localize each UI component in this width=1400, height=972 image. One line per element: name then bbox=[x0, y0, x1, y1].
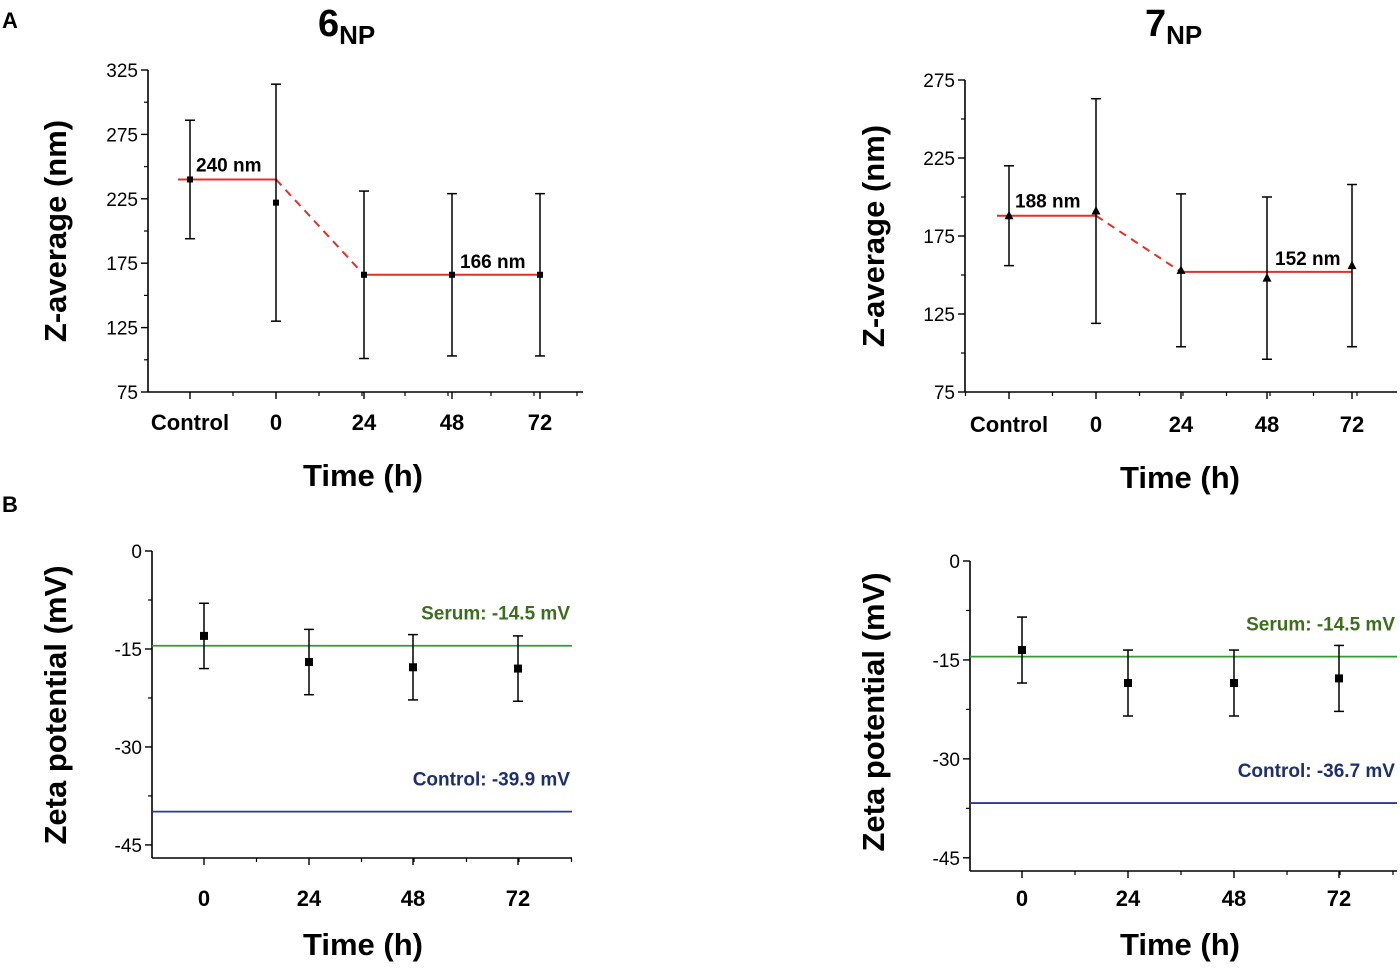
x-tick-label: 72 bbox=[506, 886, 530, 911]
fit-line-transition bbox=[275, 178, 365, 276]
x-tick-label: 48 bbox=[401, 886, 425, 911]
y-tick-label: 175 bbox=[106, 254, 138, 275]
title-7np-sub: NP bbox=[1166, 20, 1202, 50]
y-tick-label: 275 bbox=[923, 71, 955, 92]
data-point-marker bbox=[1347, 260, 1357, 270]
z-average-chart-6np: 75 125 175 225 275 325 Control 0 24 48 72 Time (h) Z… bbox=[38, 61, 583, 493]
data-point-marker bbox=[1018, 646, 1026, 655]
y-tick-label: 0 bbox=[949, 552, 960, 573]
y-tick-label: 175 bbox=[923, 227, 955, 248]
data-point-marker bbox=[1124, 679, 1132, 688]
zeta-potential-chart-7np: 0 -15 -30 -45 0 24 48 72 Time (h) Zeta potential … bbox=[856, 552, 1397, 962]
y-tick-label: -15 bbox=[115, 640, 142, 661]
y-tick-label: -15 bbox=[933, 651, 960, 672]
x-tick-label: 0 bbox=[198, 886, 210, 911]
x-tick-label: 24 bbox=[352, 410, 377, 435]
data-point-marker bbox=[537, 271, 543, 278]
data-point-marker bbox=[1004, 210, 1014, 220]
fit-annotation-before: 240 nm bbox=[196, 155, 261, 176]
y-axis-label: Zeta potential (mV) bbox=[38, 565, 73, 844]
y-tick-label: 0 bbox=[131, 542, 142, 563]
x-tick-label: 48 bbox=[440, 410, 464, 435]
x-tick-label: 72 bbox=[1327, 886, 1351, 911]
x-tick-label: 0 bbox=[1016, 886, 1028, 911]
y-axis-label: Z-average (nm) bbox=[38, 120, 73, 342]
y-tick-label: 225 bbox=[923, 149, 955, 170]
x-tick-label: Control bbox=[970, 412, 1048, 437]
x-axis-label: Time (h) bbox=[303, 458, 423, 493]
y-tick-label: 325 bbox=[106, 61, 138, 82]
x-tick-label: 72 bbox=[528, 410, 552, 435]
x-tick-label: 0 bbox=[270, 410, 282, 435]
serum-reference-label: Serum: -14.5 mV bbox=[1246, 615, 1395, 636]
x-tick-label: Control bbox=[151, 410, 229, 435]
title-6np-sub: NP bbox=[339, 20, 375, 50]
title-7np-main: 7 bbox=[1145, 3, 1166, 45]
x-tick-label: 24 bbox=[1116, 886, 1141, 911]
y-axis-label: Zeta potential (mV) bbox=[856, 572, 891, 851]
data-point-marker bbox=[1091, 206, 1101, 215]
y-tick-label: 125 bbox=[923, 305, 955, 326]
x-axis-label: Time (h) bbox=[303, 927, 423, 962]
data-point-marker bbox=[449, 271, 455, 278]
fit-annotation-after: 152 nm bbox=[1275, 249, 1340, 270]
y-tick-label: -30 bbox=[115, 738, 142, 759]
data-point-marker bbox=[1335, 674, 1343, 683]
fit-annotation-after: 166 nm bbox=[460, 252, 525, 273]
y-tick-label: -45 bbox=[933, 849, 960, 870]
title-6np: 6NP bbox=[318, 3, 375, 50]
data-point-marker bbox=[1262, 273, 1272, 282]
x-tick-label: 24 bbox=[1169, 412, 1194, 437]
data-point-marker bbox=[514, 664, 522, 673]
serum-reference-label: Serum: -14.5 mV bbox=[421, 604, 570, 625]
zeta-potential-chart-6np: 0 -15 -30 -45 0 24 48 72 Time (h) Zeta potential … bbox=[38, 542, 573, 962]
panel-label-a: A bbox=[2, 8, 18, 33]
y-tick-label: 75 bbox=[117, 383, 138, 404]
fit-line-transition bbox=[1095, 214, 1182, 273]
y-tick-label: 275 bbox=[106, 125, 138, 146]
x-axis-label: Time (h) bbox=[1120, 927, 1240, 962]
panel-label-b: B bbox=[2, 492, 18, 517]
title-7np: 7NP bbox=[1145, 3, 1202, 50]
data-point-marker bbox=[1176, 265, 1186, 274]
x-tick-label: 72 bbox=[1340, 412, 1364, 437]
y-axis-label: Z-average (nm) bbox=[856, 125, 891, 347]
z-average-chart-7np: 75 125 175 225 275 Control 0 24 48 72 Time (h) Z-av… bbox=[856, 71, 1397, 495]
control-reference-label: Control: -36.7 mV bbox=[1238, 761, 1396, 782]
data-point-marker bbox=[187, 176, 193, 183]
y-tick-label: 225 bbox=[106, 190, 138, 211]
x-axis-label: Time (h) bbox=[1120, 460, 1240, 495]
x-tick-label: 48 bbox=[1255, 412, 1279, 437]
data-point-marker bbox=[200, 631, 208, 640]
data-point-marker bbox=[305, 658, 313, 667]
x-tick-label: 0 bbox=[1090, 412, 1102, 437]
data-point-marker bbox=[1230, 679, 1238, 688]
x-tick-label: 24 bbox=[297, 886, 322, 911]
data-point-marker bbox=[361, 271, 367, 278]
x-tick-label: 48 bbox=[1222, 886, 1246, 911]
y-tick-label: 75 bbox=[934, 383, 955, 404]
data-point-marker bbox=[409, 663, 417, 672]
control-reference-label: Control: -39.9 mV bbox=[413, 770, 571, 791]
data-point-marker bbox=[273, 199, 279, 206]
fit-annotation-before: 188 nm bbox=[1015, 192, 1080, 213]
y-tick-label: 125 bbox=[106, 319, 138, 340]
title-6np-main: 6 bbox=[318, 3, 339, 45]
y-tick-label: -30 bbox=[933, 750, 960, 771]
y-tick-label: -45 bbox=[115, 836, 142, 857]
